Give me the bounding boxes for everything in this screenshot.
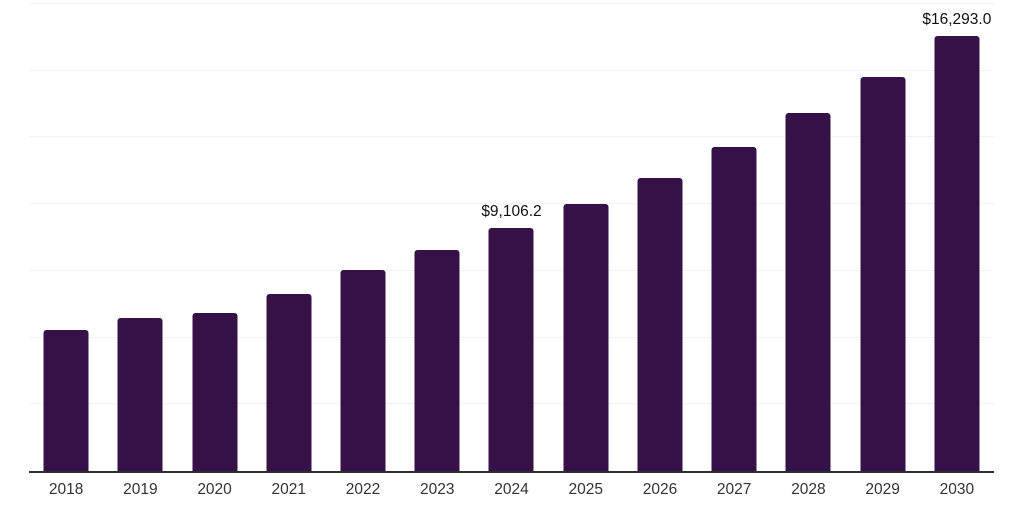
bar-band-2030: $16,293.0 bbox=[920, 4, 994, 471]
x-tick-label-2023: 2023 bbox=[420, 481, 455, 498]
bar-band-2023 bbox=[400, 4, 474, 471]
bar-band-2021 bbox=[252, 4, 326, 471]
bar-2022 bbox=[340, 270, 386, 471]
gridline bbox=[29, 69, 994, 71]
bar-band-2022 bbox=[326, 4, 400, 471]
bar-band-2019 bbox=[103, 4, 177, 471]
data-label-2024: $9,106.2 bbox=[481, 203, 542, 220]
bar-2021 bbox=[266, 294, 312, 471]
x-tick-label-2028: 2028 bbox=[791, 481, 826, 498]
bar-band-2025 bbox=[549, 4, 623, 471]
bar-band-2028 bbox=[771, 4, 845, 471]
x-tick-label-2020: 2020 bbox=[197, 481, 232, 498]
x-tick-label-2019: 2019 bbox=[123, 481, 158, 498]
bar-band-2020 bbox=[177, 4, 251, 471]
x-tick-label-2024: 2024 bbox=[494, 481, 529, 498]
bar-2023 bbox=[414, 250, 460, 471]
bar-band-2026 bbox=[623, 4, 697, 471]
bar-2024 bbox=[488, 228, 534, 471]
x-tick-label-2026: 2026 bbox=[642, 481, 678, 498]
bar-2030 bbox=[934, 36, 980, 471]
gridline bbox=[29, 3, 994, 4]
data-label-2030: $16,293.0 bbox=[922, 11, 992, 29]
bar-2019 bbox=[117, 317, 163, 471]
bar-band-2024: $9,106.2 bbox=[474, 4, 548, 471]
x-tick-label-2030: 2030 bbox=[939, 481, 975, 498]
bar-2027 bbox=[711, 147, 757, 471]
plot-area: $9,106.2 $16,293.0 bbox=[29, 3, 994, 473]
x-tick-label-2027: 2027 bbox=[716, 481, 752, 498]
bar-band-2029 bbox=[846, 4, 920, 471]
gridline bbox=[29, 136, 994, 138]
x-tick-label-2022: 2022 bbox=[345, 481, 381, 498]
x-axis: 2018 2019 2020 2021 2022 2023 2024 2025 2026 2027… bbox=[29, 473, 994, 507]
bar-2026 bbox=[637, 177, 683, 471]
bar-band-2027 bbox=[697, 4, 771, 471]
bar-band-2018 bbox=[29, 4, 103, 471]
x-tick-label-2021: 2021 bbox=[271, 481, 307, 498]
x-tick-label-2029: 2029 bbox=[865, 481, 900, 498]
x-tick-label-2025: 2025 bbox=[568, 481, 603, 498]
bar-2029 bbox=[860, 76, 906, 471]
bar-2025 bbox=[563, 204, 609, 471]
bar-2028 bbox=[785, 113, 831, 471]
bar-2020 bbox=[192, 313, 238, 471]
gridline bbox=[29, 203, 994, 205]
x-tick-label-2018: 2018 bbox=[48, 481, 84, 498]
bar-2018 bbox=[43, 330, 89, 471]
